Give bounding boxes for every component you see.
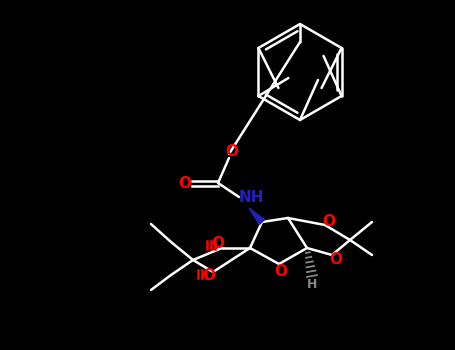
Text: O: O	[212, 237, 224, 252]
Text: O: O	[274, 265, 288, 280]
Text: O: O	[329, 252, 343, 266]
Text: O: O	[178, 175, 192, 190]
Text: H: H	[307, 278, 317, 290]
Text: O: O	[323, 214, 335, 229]
Text: O: O	[202, 268, 216, 284]
Text: NH: NH	[238, 190, 264, 205]
Text: O: O	[226, 145, 238, 160]
Polygon shape	[249, 208, 264, 224]
